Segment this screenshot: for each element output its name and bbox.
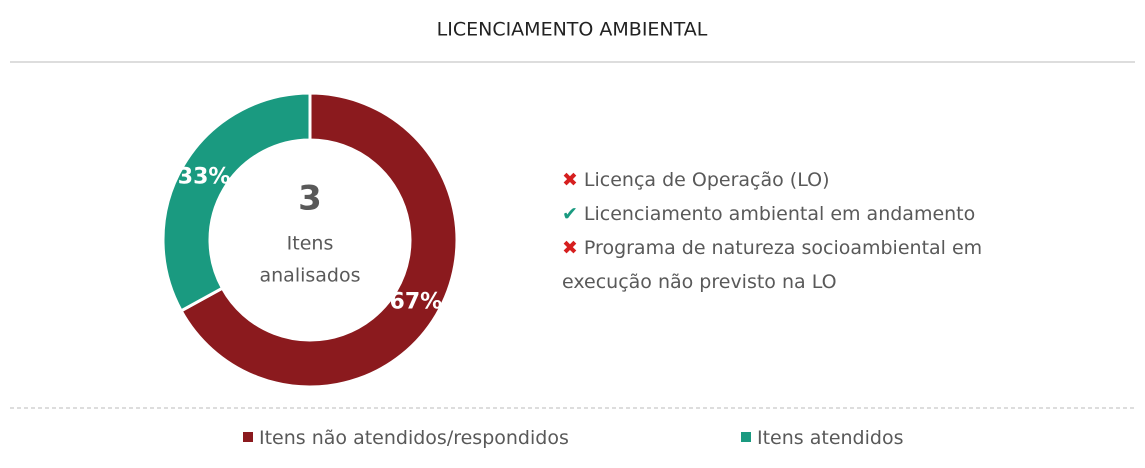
- checklist-item: ✖ Programa de natureza socioambiental em …: [562, 231, 1052, 299]
- checklist: ✖ Licença de Operação (LO) ✔ Licenciamento …: [562, 163, 1052, 299]
- center-value: 3: [298, 179, 322, 219]
- donut-slice: [179, 91, 459, 389]
- cross-icon: ✖: [562, 169, 578, 191]
- legend-label: Itens atendidos: [757, 427, 904, 449]
- donut-slice: [161, 91, 312, 313]
- legend-label: Itens não atendidos/respondidos: [259, 427, 569, 449]
- checklist-item: ✖ Licença de Operação (LO): [562, 163, 1052, 197]
- legend-swatch: [741, 432, 751, 442]
- legend-entry: Itens atendidos: [741, 427, 903, 449]
- center-label: Itens: [287, 233, 334, 255]
- center-label: analisados: [259, 265, 360, 287]
- data-label: 67%: [390, 290, 443, 315]
- checklist-item: ✔ Licenciamento ambiental em andamento: [562, 197, 1052, 231]
- legend-entry: Itens não atendidos/respondidos: [243, 427, 569, 449]
- checklist-text: Programa de natureza socioambiental em e…: [562, 237, 983, 293]
- check-icon: ✔: [562, 203, 578, 225]
- chart-title: LICENCIAMENTO AMBIENTAL: [437, 19, 708, 41]
- checklist-text: Licenciamento ambiental em andamento: [583, 203, 976, 225]
- data-label: 33%: [178, 164, 231, 189]
- cross-icon: ✖: [562, 237, 578, 259]
- legend-swatch: [243, 432, 253, 442]
- checklist-text: Licença de Operação (LO): [583, 169, 830, 191]
